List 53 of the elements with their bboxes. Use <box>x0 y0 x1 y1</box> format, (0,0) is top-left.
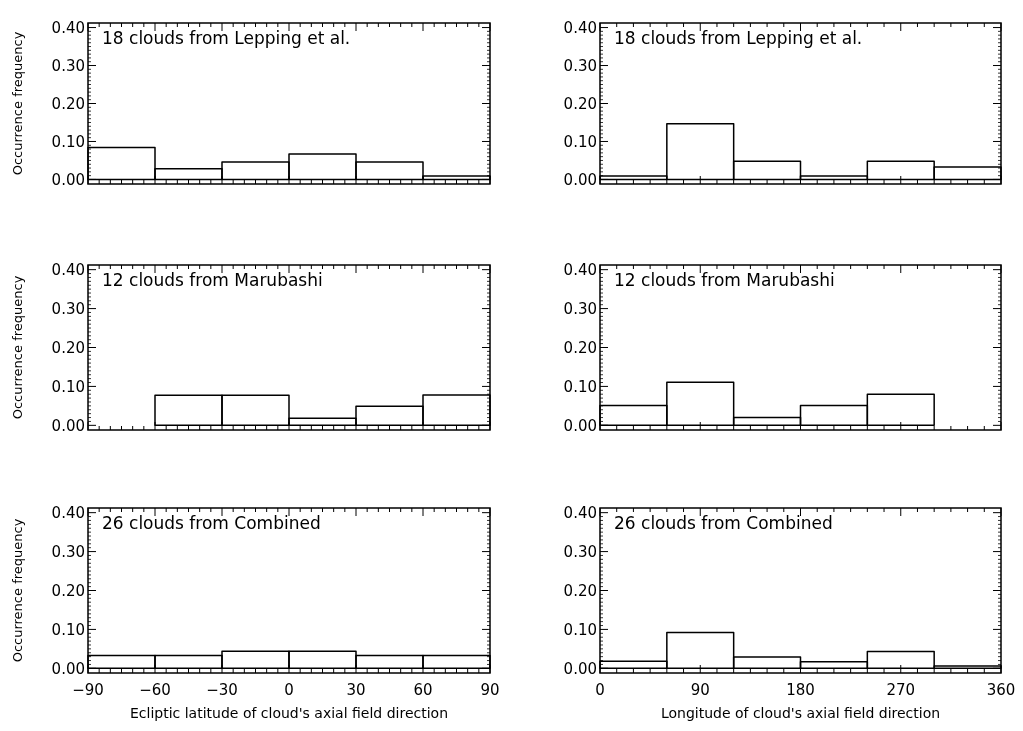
y-tick-label: 0.20 <box>563 94 597 113</box>
y-tick-label: 0.40 <box>51 18 85 37</box>
x-tick-label: 30 <box>346 681 366 699</box>
chart-title: 12 clouds from Marubashi <box>614 270 835 290</box>
y-axis-title: Occurrence frequency <box>10 31 25 176</box>
y-tick-label: 0.20 <box>51 581 85 600</box>
y-tick-label: 0.10 <box>51 377 85 396</box>
y-tick-label: 0.00 <box>51 659 85 678</box>
y-tick-label: 0.10 <box>51 620 85 639</box>
y-tick-label: 0.30 <box>563 299 597 318</box>
y-tick-label: 0.40 <box>563 260 597 279</box>
y-tick-label: 0.30 <box>563 56 597 75</box>
y-tick-label: 0.00 <box>51 170 85 189</box>
x-tick-label: 180 <box>786 681 815 699</box>
x-tick-label: −90 <box>72 681 104 699</box>
y-tick-label: 0.10 <box>563 377 597 396</box>
y-tick-label: 0.30 <box>563 542 597 561</box>
y-tick-label: 0.40 <box>51 260 85 279</box>
y-tick-label: 0.20 <box>51 94 85 113</box>
x-tick-label: 360 <box>986 681 1016 699</box>
y-tick-label: 0.10 <box>563 132 597 151</box>
y-tick-label: 0.00 <box>51 416 85 435</box>
chart-title: 26 clouds from Combined <box>614 513 833 533</box>
y-tick-label: 0.20 <box>51 338 85 357</box>
y-tick-label: 0.10 <box>563 620 597 639</box>
chart-title: 12 clouds from Marubashi <box>102 270 323 290</box>
chart-title: 18 clouds from Lepping et al. <box>102 28 351 48</box>
y-tick-label: 0.30 <box>51 299 85 318</box>
x-tick-label: 0 <box>284 681 294 699</box>
y-axis-title: Occurrence frequency <box>10 518 25 663</box>
y-tick-label: 0.40 <box>563 503 597 522</box>
x-tick-label: −30 <box>206 681 238 699</box>
x-tick-label: 270 <box>886 681 916 699</box>
chart-title: 18 clouds from Lepping et al. <box>614 28 863 48</box>
y-tick-label: 0.20 <box>563 581 597 600</box>
x-tick-label: 0 <box>595 681 605 699</box>
x-tick-label: −60 <box>139 681 171 699</box>
y-tick-label: 0.20 <box>563 338 597 357</box>
y-tick-label: 0.30 <box>51 542 85 561</box>
y-tick-label: 0.10 <box>51 132 85 151</box>
x-axis-title: Ecliptic latitude of cloud's axial field direction <box>129 705 449 721</box>
y-tick-label: 0.30 <box>51 56 85 75</box>
y-tick-label: 0.40 <box>563 18 597 37</box>
y-axis-title: Occurrence frequency <box>10 275 25 420</box>
x-tick-label: 60 <box>413 681 433 699</box>
x-axis-title: Longitude of cloud's axial field direction <box>660 705 941 721</box>
x-tick-label: 90 <box>480 681 500 699</box>
y-tick-label: 0.00 <box>563 170 597 189</box>
x-tick-label: 90 <box>690 681 710 699</box>
y-tick-label: 0.00 <box>563 659 597 678</box>
y-tick-label: 0.40 <box>51 503 85 522</box>
y-tick-label: 0.00 <box>563 416 597 435</box>
chart-title: 26 clouds from Combined <box>102 513 321 533</box>
